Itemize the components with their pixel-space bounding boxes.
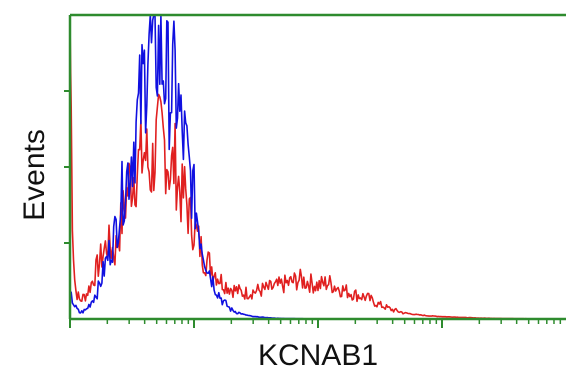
x-axis-title: KCNAB1 [258, 339, 378, 372]
axis-ticks [64, 90, 562, 328]
y-axis-title: Events [18, 129, 51, 221]
